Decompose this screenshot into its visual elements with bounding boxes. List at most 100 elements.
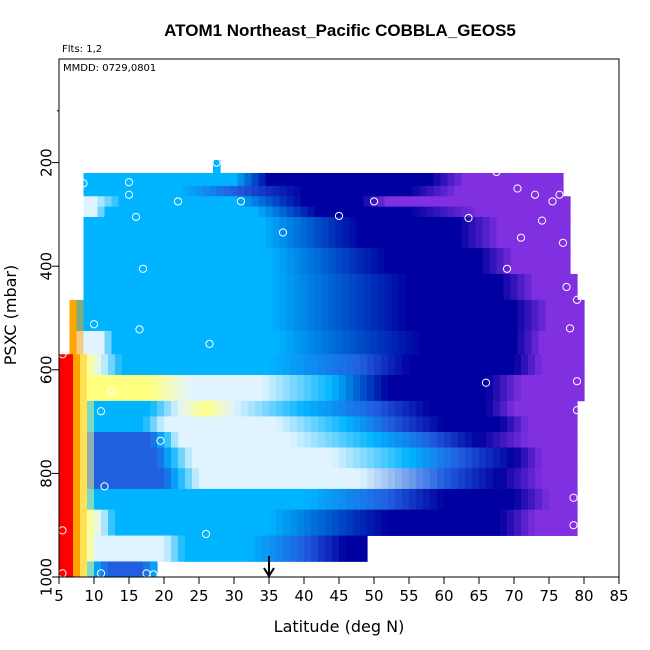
heatmap-cell: [349, 206, 358, 218]
data-point: [537, 216, 547, 225]
heatmap-cell: [118, 248, 127, 275]
heatmap-cell: [538, 206, 547, 218]
heatmap-cell: [458, 431, 466, 448]
heatmap-cell: [335, 216, 344, 249]
heatmap-cell: [178, 488, 186, 511]
heatmap-cell: [188, 299, 197, 332]
heatmap-cell: [262, 535, 270, 562]
heatmap-cell: [454, 330, 463, 355]
heatmap-cell: [489, 196, 498, 208]
heatmap-cell: [185, 509, 193, 536]
heatmap-cell: [423, 400, 431, 417]
heatmap-cell: [164, 431, 172, 448]
heatmap-cell: [115, 447, 123, 469]
heatmap-cell: [157, 535, 165, 562]
heatmap-cell: [318, 374, 326, 402]
x-tick-label: 50: [364, 587, 383, 605]
heatmap-cell: [363, 330, 372, 355]
heatmap-cell: [227, 488, 235, 511]
heatmap-cell: [192, 468, 200, 490]
data-point: [89, 320, 99, 329]
heatmap-cell: [535, 374, 543, 402]
heatmap-cell: [59, 431, 67, 448]
heatmap-cell: [412, 330, 421, 355]
heatmap-cell: [559, 330, 568, 355]
heatmap-cell: [486, 509, 494, 536]
x-tick-label: 45: [329, 587, 348, 605]
heatmap-cell: [493, 354, 501, 376]
heatmap-cell: [535, 488, 543, 511]
heatmap-cell: [440, 248, 449, 275]
heatmap-cell: [416, 400, 424, 417]
x-axis-label: Latitude (deg N): [274, 617, 405, 636]
heatmap-cell: [307, 216, 316, 249]
heatmap-cell: [437, 468, 445, 490]
heatmap-cell: [227, 431, 235, 448]
heatmap-cell: [472, 488, 480, 511]
heatmap-cell: [458, 488, 466, 511]
heatmap-cell: [496, 273, 505, 301]
heatmap-cell: [83, 206, 92, 218]
heatmap-cell: [255, 447, 263, 469]
heatmap-cell: [528, 447, 536, 469]
heatmap-cell: [332, 535, 340, 562]
heatmap-cell: [181, 299, 190, 332]
heatmap-cell: [251, 206, 260, 218]
heatmap-cell: [213, 400, 221, 417]
heatmap-cell: [409, 374, 417, 402]
heatmap-cell: [356, 299, 365, 332]
heatmap-cell: [164, 374, 172, 402]
heatmap-cell: [199, 488, 207, 511]
heatmap-cell: [349, 216, 358, 249]
heatmap-cell: [461, 196, 470, 208]
heatmap-cell: [367, 374, 375, 402]
heatmap-cell: [507, 374, 515, 402]
heatmap-cell: [129, 374, 137, 402]
heatmap-cell: [402, 447, 410, 469]
heatmap-cell: [258, 248, 267, 275]
heatmap-cell: [255, 488, 263, 511]
heatmap-cell: [122, 354, 130, 376]
heatmap-cell: [269, 416, 277, 433]
heatmap-cell: [146, 206, 155, 218]
heatmap-cell: [367, 416, 375, 433]
heatmap-cell: [304, 468, 312, 490]
heatmap-cell: [255, 374, 263, 402]
heatmap-cell: [367, 468, 375, 490]
heatmap-cell: [461, 216, 470, 249]
heatmap-cell: [59, 468, 67, 490]
heatmap-cell: [237, 216, 246, 249]
heatmap-cell: [146, 172, 155, 187]
heatmap-cell: [160, 172, 169, 187]
heatmap-cell: [475, 172, 484, 187]
heatmap-cell: [332, 488, 340, 511]
heatmap-cell: [349, 273, 358, 301]
heatmap-cell: [248, 431, 256, 448]
heatmap-cell: [377, 196, 386, 208]
heatmap-cell: [241, 535, 249, 562]
heatmap-cell: [132, 248, 141, 275]
heatmap-cell: [367, 509, 375, 536]
heatmap-cell: [101, 535, 109, 562]
heatmap-cell: [419, 185, 428, 197]
heatmap-cell: [559, 196, 568, 208]
heatmap-cell: [307, 185, 316, 197]
heatmap-cell: [66, 400, 74, 417]
heatmap-cell: [265, 273, 274, 301]
heatmap-cell: [391, 299, 400, 332]
heatmap-cell: [220, 431, 228, 448]
heatmap-cell: [556, 354, 564, 376]
heatmap-cell: [461, 185, 470, 197]
heatmap-cell: [482, 330, 491, 355]
heatmap-cell: [391, 248, 400, 275]
heatmap-cell: [76, 330, 85, 355]
heatmap-cell: [500, 447, 508, 469]
heatmap-cell: [171, 447, 179, 469]
heatmap-cell: [251, 172, 260, 187]
heatmap-cell: [542, 447, 550, 469]
heatmap-cell: [384, 299, 393, 332]
heatmap-cell: [328, 206, 337, 218]
heatmap-cell: [325, 447, 333, 469]
heatmap-cell: [125, 206, 134, 218]
heatmap-cell: [367, 400, 375, 417]
